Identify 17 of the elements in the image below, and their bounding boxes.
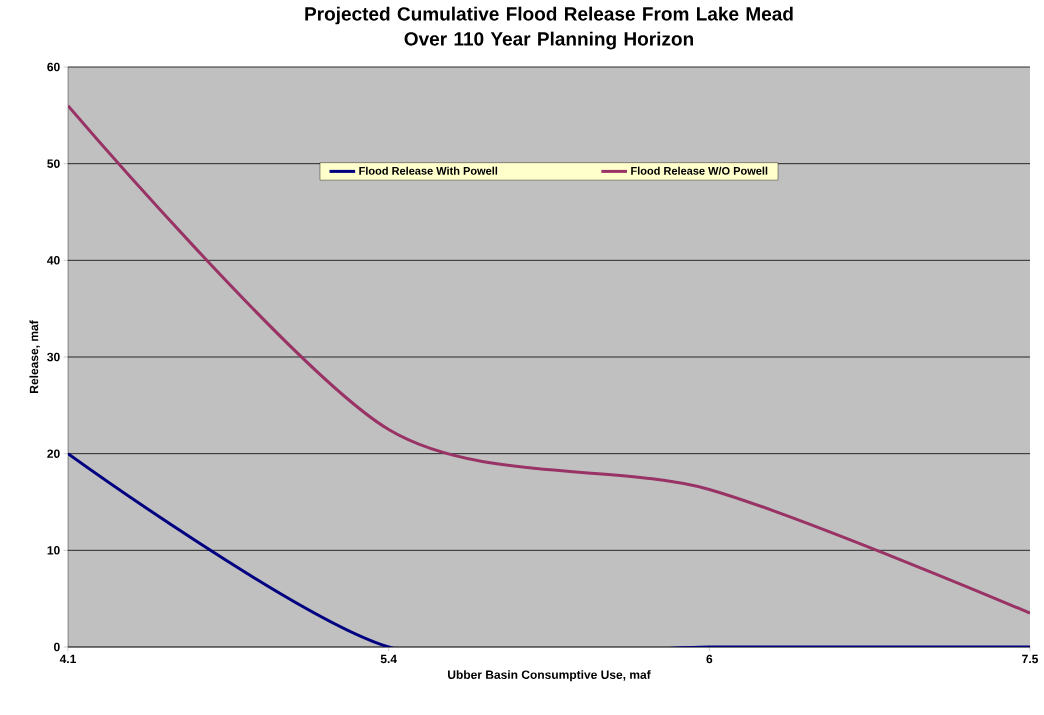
- y-tick-label: 20: [47, 449, 60, 458]
- x-tick-label: 6: [706, 654, 713, 664]
- y-tick-label: 40: [47, 256, 60, 265]
- y-tick-label: 50: [47, 159, 60, 168]
- y-tick-label: 10: [47, 546, 60, 555]
- legend-label: Flood Release With Powell: [359, 166, 498, 175]
- y-tick-label: 0: [54, 642, 60, 652]
- legend-label: Flood Release W/O Powell: [631, 166, 768, 175]
- chart-title: Projected Cumulative Flood Release From Lake Mead Over 110 Year Planning Horizon: [305, 6, 793, 50]
- line-series: [68, 104, 1031, 615]
- x-tick-label: 5.4: [380, 654, 397, 664]
- x-tick-label: 7.5: [1022, 654, 1039, 664]
- x-axis-title: Ubber Basin Consumptive Use, maf: [448, 670, 651, 682]
- y-tick-label: 30: [47, 352, 60, 362]
- x-tick-label: 4.1: [59, 654, 76, 664]
- y-axis-title: Release, maf: [29, 320, 40, 393]
- y-tick-label: 60: [47, 62, 60, 72]
